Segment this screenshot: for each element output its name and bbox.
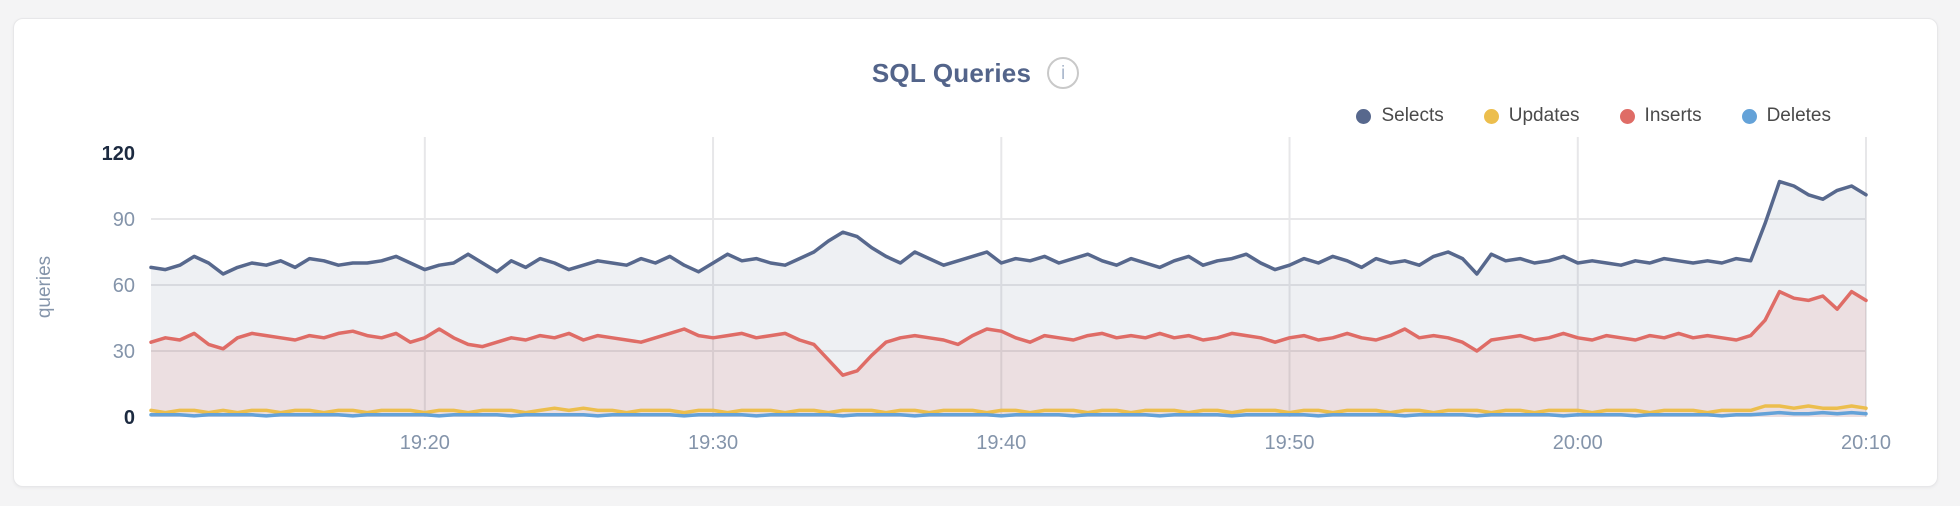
- svg-text:19:40: 19:40: [976, 432, 1026, 454]
- svg-text:60: 60: [113, 275, 135, 297]
- svg-text:20:10: 20:10: [1841, 432, 1891, 454]
- svg-text:30: 30: [113, 341, 135, 363]
- svg-text:0: 0: [124, 407, 135, 429]
- legend-swatch-deletes-icon: [1741, 108, 1757, 124]
- legend-swatch-inserts-icon: [1619, 108, 1635, 124]
- chart-header: SQL Queries i: [14, 57, 1937, 89]
- legend-item-selects[interactable]: Selects: [1356, 105, 1444, 127]
- legend-item-deletes[interactable]: Deletes: [1741, 105, 1831, 127]
- legend-label-inserts: Inserts: [1644, 105, 1702, 126]
- svg-text:19:20: 19:20: [400, 432, 450, 454]
- legend-label-updates: Updates: [1508, 105, 1580, 126]
- svg-text:19:50: 19:50: [1264, 432, 1314, 454]
- legend-item-inserts[interactable]: Inserts: [1619, 105, 1702, 127]
- legend-label-selects: Selects: [1381, 105, 1444, 126]
- info-icon-glyph: i: [1060, 62, 1066, 84]
- svg-text:90: 90: [113, 209, 135, 231]
- legend-label-deletes: Deletes: [1766, 105, 1831, 126]
- svg-text:19:30: 19:30: [688, 432, 738, 454]
- chart-legend: Selects Updates Inserts Deletes: [1356, 105, 1831, 127]
- chart-plot-area[interactable]: queries 19:20 19:30 19:40 19:50 20:00 20:10 12…: [14, 19, 1939, 488]
- y-axis-title: queries: [34, 256, 55, 318]
- legend-swatch-updates-icon: [1483, 108, 1499, 124]
- svg-text:120: 120: [102, 143, 135, 165]
- chart-card: SQL Queries i Selects Updates Inserts De…: [13, 18, 1938, 487]
- svg-text:20:00: 20:00: [1553, 432, 1603, 454]
- legend-item-updates[interactable]: Updates: [1483, 105, 1580, 127]
- chart-title: SQL Queries: [871, 57, 1032, 88]
- info-icon[interactable]: i: [1047, 57, 1080, 89]
- legend-swatch-selects-icon: [1356, 108, 1372, 124]
